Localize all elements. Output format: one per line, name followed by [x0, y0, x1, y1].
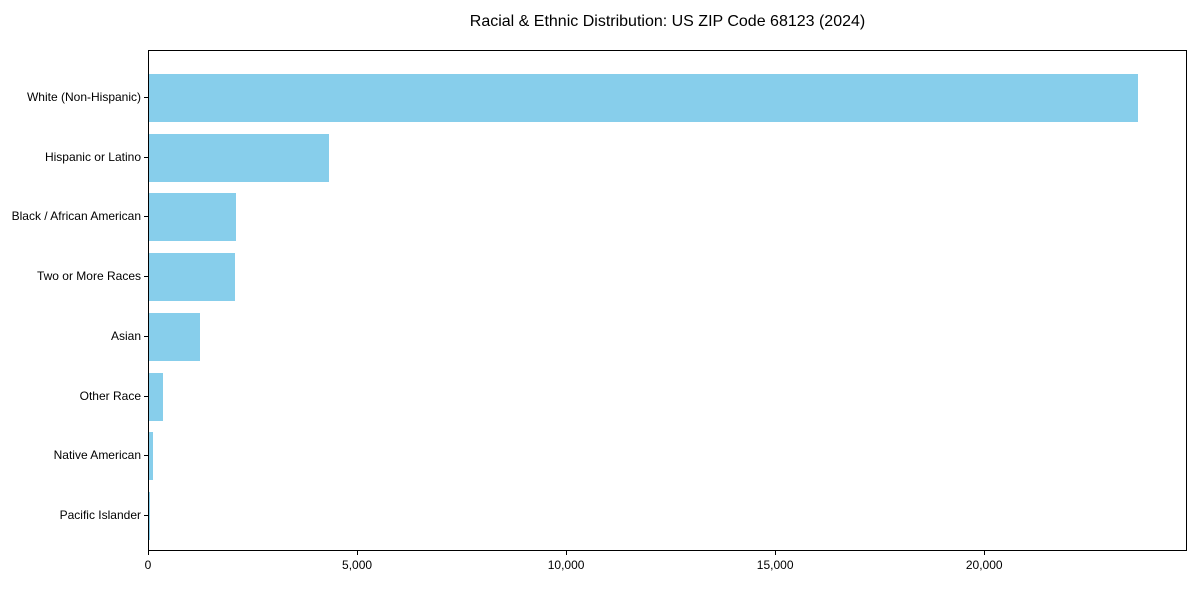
bar-white-non-hispanic [149, 74, 1138, 122]
x-tick-label: 5,000 [342, 558, 373, 572]
y-tick-label: Other Race [79, 388, 141, 403]
x-tick-mark [775, 551, 777, 555]
y-tick-label: Asian [110, 328, 141, 343]
x-tick-mark [148, 551, 149, 555]
y-tick-mark [144, 395, 148, 397]
bar-other-race [149, 372, 163, 421]
y-tick-mark [144, 216, 148, 218]
plot-area [148, 50, 1187, 551]
x-tick-mark [357, 551, 359, 555]
y-tick-mark [144, 276, 148, 278]
x-tick-mark [984, 551, 986, 555]
x-tick-label: 20,000 [965, 558, 1003, 572]
y-tick-mark [144, 156, 148, 158]
y-tick-label: White (Non-Hispanic) [26, 90, 141, 104]
y-tick-label: Black / African American [11, 209, 141, 224]
bar-two-or-more-races [149, 253, 235, 302]
chart-title: Racial & Ethnic Distribution: US ZIP Cod… [469, 13, 866, 30]
bar-hispanic-or-latino [149, 133, 329, 182]
bar-pacific-islander [149, 492, 150, 540]
bar-asian [149, 312, 201, 361]
bar-native-american [149, 432, 154, 481]
y-tick-label: Hispanic or Latino [44, 149, 141, 164]
y-tick-mark [144, 455, 148, 457]
y-tick-mark [144, 97, 148, 98]
x-tick-label: 10,000 [547, 558, 585, 572]
y-tick-mark [144, 335, 148, 337]
y-tick-label: Native American [53, 448, 141, 463]
y-tick-label: Pacific Islander [59, 508, 141, 522]
x-tick-label: 0 [144, 558, 152, 572]
x-tick-label: 15,000 [756, 558, 794, 572]
x-tick-mark [566, 551, 568, 555]
y-tick-label: Two or More Races [36, 269, 141, 284]
bar-black-african-american [149, 193, 236, 242]
y-tick-mark [144, 515, 148, 516]
